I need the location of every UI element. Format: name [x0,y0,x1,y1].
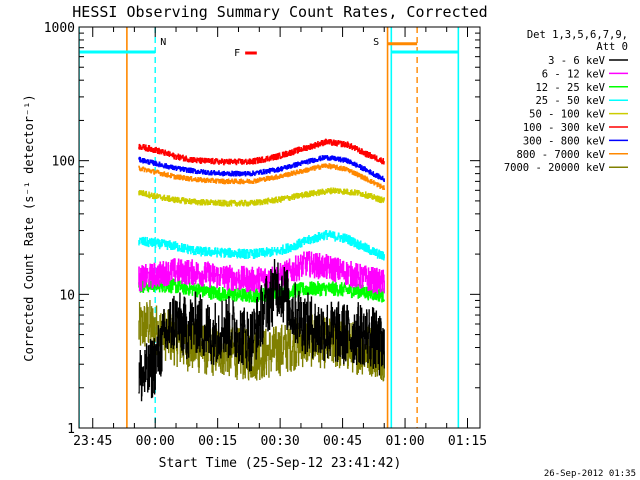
legend-label: 25 - 50 keV [535,95,605,107]
legend-label: 12 - 25 keV [535,82,605,94]
chart-title: HESSI Observing Summary Count Rates, Cor… [72,3,487,21]
x-tick-label: 01:00 [385,434,424,449]
marker-label-N: N [160,37,166,48]
y-axis-label: Corrected Count Rate (s⁻¹ detector⁻¹) [22,94,36,361]
x-tick-label: 00:00 [136,434,175,449]
footer-timestamp: 26-Sep-2012 01:35 [544,469,636,479]
x-tick-label: 00:15 [198,434,237,449]
x-tick-label: 23:45 [73,434,112,449]
series-line-50-100keV [138,187,385,207]
legend-label: 100 - 300 keV [523,122,606,134]
x-tick-label: 00:30 [261,434,300,449]
marker-label-S: S [373,37,379,48]
legend-label: 300 - 800 keV [523,135,606,147]
series-line-25-50keV [138,229,385,261]
series-line-3-6keV [138,258,385,402]
legend-title-line: Att 0 [596,41,628,53]
y-tick-label: 100 [52,155,75,170]
x-tick-label: 01:15 [448,434,487,449]
series-line-6-12keV [138,251,385,295]
legend-label: 50 - 100 keV [529,109,606,121]
y-tick-label: 10 [59,288,75,303]
x-axis-label: Start Time (25-Sep-12 23:41:42) [159,456,402,471]
plot-frame [78,26,481,429]
legend-label: 3 - 6 keV [548,55,606,67]
legend-title-line: Det 1,3,5,6,7,9, [527,29,628,41]
series-line-800-7000keV [138,163,385,190]
series-line-100-300keV [138,138,385,166]
legend-label: 800 - 7000 keV [516,149,605,161]
y-tick-label: 1 [67,422,75,437]
marker-label-F: F [234,48,240,59]
y-tick-label: 1000 [44,21,75,36]
legend-label: 7000 - 20000 keV [504,162,606,174]
series-line-300-800keV [138,155,385,183]
x-tick-label: 00:45 [323,434,362,449]
legend-label: 6 - 12 keV [542,68,606,80]
